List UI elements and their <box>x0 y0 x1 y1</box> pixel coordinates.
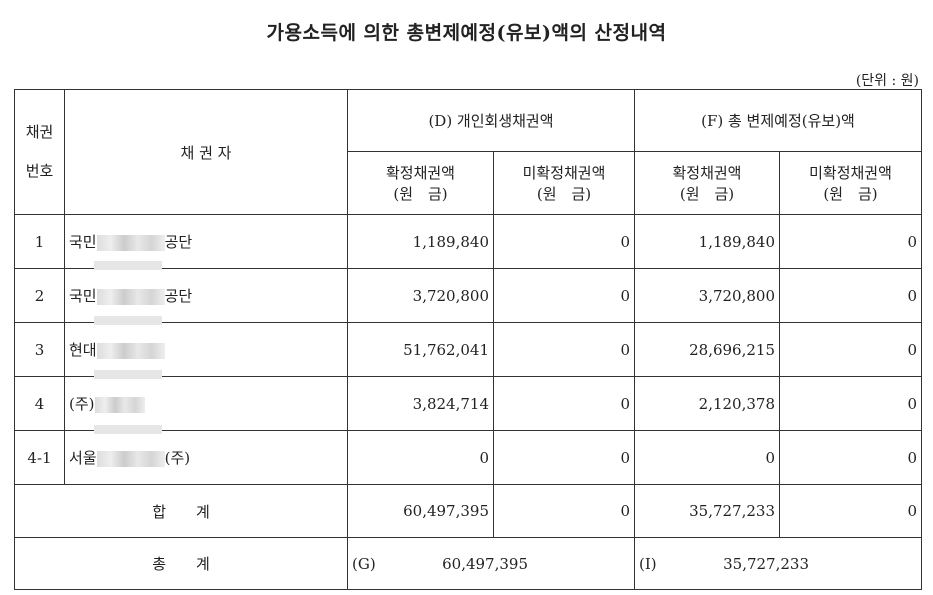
total-label: 총 계 <box>14 537 348 590</box>
creditor-name: (주) <box>64 376 348 431</box>
header-f-unconfirmed: 미확정채권액 (원 금) <box>779 151 922 215</box>
total-g: (G) 60,497,395 <box>347 537 635 590</box>
f-confirmed: 28,696,215 <box>634 322 780 377</box>
creditor-no: 3 <box>14 322 65 377</box>
d-confirmed: 0 <box>347 430 494 485</box>
subtotal-row: 합 계 60,497,395 0 35,727,233 0 <box>14 484 922 538</box>
header-group-d: (D) 개인회생채권액 <box>347 89 635 152</box>
creditor-no: 4 <box>14 376 65 431</box>
redaction-bar <box>94 424 162 434</box>
d-unconfirmed: 0 <box>493 322 635 377</box>
table-row: 4-1 서울 (주) 0 0 0 0 <box>14 430 922 485</box>
d-confirmed: 51,762,041 <box>347 322 494 377</box>
redaction-bar <box>94 370 162 379</box>
subtotal-d-unconfirmed: 0 <box>493 484 635 538</box>
redaction-bar <box>94 261 162 270</box>
redacted-name <box>96 235 165 251</box>
unit-label: (단위 : 원) <box>855 73 919 89</box>
f-unconfirmed: 0 <box>779 322 922 377</box>
f-confirmed: 0 <box>634 430 780 485</box>
f-unconfirmed: 0 <box>779 268 922 323</box>
redacted-name <box>96 289 165 305</box>
creditor-name: 국민 공단 <box>64 268 348 323</box>
creditor-name: 서울 (주) <box>64 430 348 485</box>
f-unconfirmed: 0 <box>779 214 922 269</box>
d-unconfirmed: 0 <box>493 214 635 269</box>
creditor-no: 2 <box>14 268 65 323</box>
subtotal-f-unconfirmed: 0 <box>779 484 922 538</box>
subtotal-d-confirmed: 60,497,395 <box>347 484 494 538</box>
document-title: 가용소득에 의한 총변제예정(유보)액의 산정내역 <box>266 22 667 44</box>
f-confirmed: 3,720,800 <box>634 268 780 323</box>
d-confirmed: 1,189,840 <box>347 214 494 269</box>
total-i: (I) 35,727,233 <box>634 537 922 590</box>
redacted-name <box>94 397 145 413</box>
header-d-confirmed: 확정채권액 (원 금) <box>347 151 494 215</box>
header-group-f: (F) 총 변제예정(유보)액 <box>634 89 922 152</box>
d-unconfirmed: 0 <box>493 376 635 431</box>
creditor-name: 현대 <box>64 322 348 377</box>
d-confirmed: 3,720,800 <box>347 268 494 323</box>
f-unconfirmed: 0 <box>779 376 922 431</box>
f-confirmed: 1,189,840 <box>634 214 780 269</box>
subtotal-f-confirmed: 35,727,233 <box>634 484 780 538</box>
d-unconfirmed: 0 <box>493 268 635 323</box>
f-unconfirmed: 0 <box>779 430 922 485</box>
table-row: 3 현대 51,762,041 0 28,696,215 0 <box>14 322 922 377</box>
total-row: 총 계 (G) 60,497,395 (I) 35,727,233 <box>14 537 922 590</box>
table-row: 1 국민 공단 1,189,840 0 1,189,840 0 <box>14 214 922 269</box>
repayment-table: 채권 번호 채 권 자 (D) 개인회생채권액 (F) 총 변제예정(유보)액 확… <box>14 89 922 590</box>
header-f-confirmed: 확정채권액 (원 금) <box>634 151 780 215</box>
redacted-name <box>96 343 165 359</box>
d-confirmed: 3,824,714 <box>347 376 494 431</box>
f-confirmed: 2,120,378 <box>634 376 780 431</box>
header-creditor-no: 채권 번호 <box>14 89 65 215</box>
creditor-no: 1 <box>14 214 65 269</box>
d-unconfirmed: 0 <box>493 430 635 485</box>
table-row: 4 (주) 3,824,714 0 2,120,378 0 <box>14 376 922 431</box>
creditor-no: 4-1 <box>14 430 65 485</box>
subtotal-label: 합 계 <box>14 484 348 538</box>
redacted-name <box>96 451 165 467</box>
table-row: 2 국민 공단 3,720,800 0 3,720,800 0 <box>14 268 922 323</box>
header-d-unconfirmed: 미확정채권액 (원 금) <box>493 151 635 215</box>
header-creditor: 채 권 자 <box>64 89 348 215</box>
redaction-bar <box>94 315 162 325</box>
